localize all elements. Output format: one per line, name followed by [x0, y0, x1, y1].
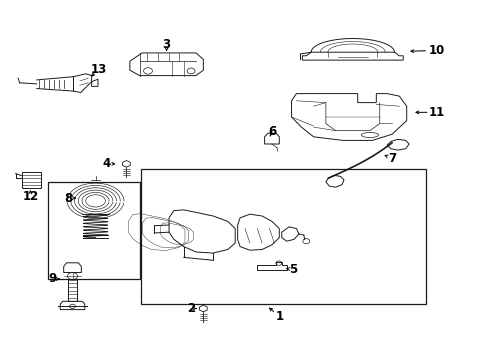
Bar — [48, 182, 140, 279]
Text: 13: 13 — [91, 63, 107, 76]
Text: 1: 1 — [275, 310, 283, 323]
Text: 12: 12 — [22, 190, 39, 203]
Text: 4: 4 — [103, 157, 111, 170]
Text: 2: 2 — [187, 302, 195, 315]
Text: 6: 6 — [268, 125, 276, 138]
Text: 9: 9 — [49, 273, 57, 285]
Text: 7: 7 — [388, 152, 396, 165]
Text: 3: 3 — [163, 38, 171, 51]
Text: 5: 5 — [289, 263, 297, 276]
Text: 10: 10 — [429, 44, 445, 57]
Text: 11: 11 — [429, 106, 445, 119]
Bar — [141, 169, 426, 304]
Text: 8: 8 — [65, 192, 73, 204]
